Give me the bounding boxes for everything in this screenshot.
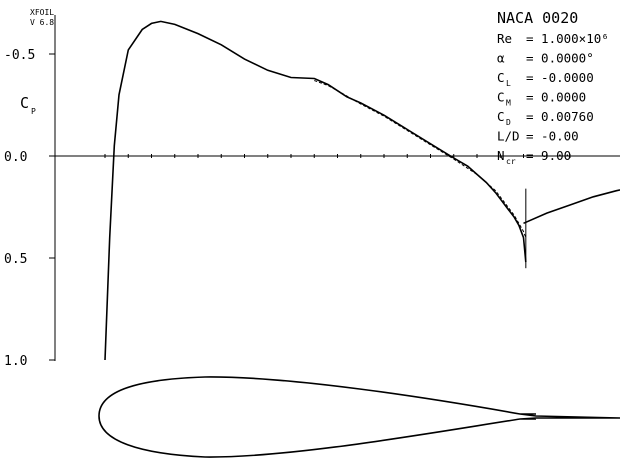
cp-series xyxy=(104,20,620,361)
y-tick-label-3: 1.0 xyxy=(4,354,27,369)
info-subscript-4: D xyxy=(506,118,511,127)
info-subscript-2: L xyxy=(506,79,511,88)
airfoil-name: NACA 0020 xyxy=(497,9,578,27)
info-line-4: C D = 0.00760 xyxy=(497,109,594,127)
info-symbol-0: Re xyxy=(497,31,512,46)
naca-0020-outline xyxy=(98,376,620,458)
info-line-0: Re = 1.000×10⁶ xyxy=(497,31,609,46)
info-symbol-5: L/D xyxy=(497,129,520,144)
y-tick-label-2: 0.5 xyxy=(4,252,27,267)
y-ticks: -0.5 0.0 0.5 1.0 xyxy=(4,48,55,369)
info-value-6: = 9.00 xyxy=(526,148,571,163)
info-value-2: = -0.0000 xyxy=(526,70,594,85)
info-subscript-3: M xyxy=(506,99,511,108)
y-tick-label-0: -0.5 xyxy=(4,48,35,63)
program-label: XFOIL V 6.8 xyxy=(30,8,54,27)
info-symbol-6: N xyxy=(497,148,505,163)
info-subscript-6: cr xyxy=(506,157,516,166)
info-line-3: C M = 0.0000 xyxy=(497,90,586,108)
airfoil-shape xyxy=(98,376,620,458)
info-symbol-4: C xyxy=(497,109,505,124)
y-axis: -0.5 0.0 0.5 1.0 C P xyxy=(4,15,56,369)
program-version: V 6.8 xyxy=(30,18,54,27)
info-line-2: C L = -0.0000 xyxy=(497,70,594,88)
info-value-1: = 0.0000° xyxy=(526,51,594,66)
info-value-5: = -0.00 xyxy=(526,129,579,144)
cp-series-2-solid xyxy=(523,189,620,225)
cp-series-0-solid xyxy=(104,20,527,361)
y-axis-label: C xyxy=(20,94,29,112)
zero-axis xyxy=(55,154,620,158)
info-value-3: = 0.0000 xyxy=(526,90,586,105)
info-value-4: = 0.00760 xyxy=(526,109,594,124)
y-axis-label-subscript: P xyxy=(31,107,36,116)
info-line-1: α = 0.0000° xyxy=(497,51,594,66)
info-value-0: = 1.000×10⁶ xyxy=(526,31,609,46)
cp-series-1-dashed xyxy=(314,80,527,238)
info-symbol-2: C xyxy=(497,70,505,85)
program-name: XFOIL xyxy=(30,8,54,17)
y-tick-label-1: 0.0 xyxy=(4,150,27,165)
info-symbol-3: C xyxy=(497,90,505,105)
info-symbol-1: α xyxy=(497,51,505,66)
info-line-5: L/D = -0.00 xyxy=(497,129,579,144)
